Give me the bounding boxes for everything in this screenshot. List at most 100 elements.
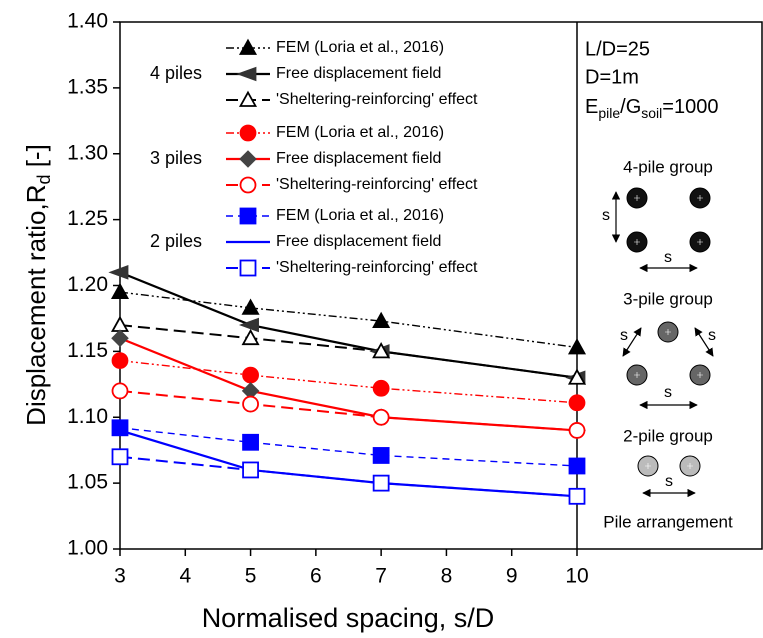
x-tick-label: 9 (506, 565, 518, 588)
marker (111, 419, 129, 437)
y-axis-label: Displacement ratio,Rd [-] (21, 144, 54, 426)
x-tick-label: 7 (375, 565, 387, 588)
series-line (119, 337, 578, 432)
marker (372, 474, 390, 492)
y-axis-label-sub: d (34, 175, 54, 185)
y-tick-label: 1.00 (67, 537, 108, 560)
y-axis-label-unit: [-] (21, 144, 51, 174)
marker (567, 338, 587, 355)
spacing-label: s (665, 473, 673, 490)
panel-text: L/D=25 (585, 38, 650, 60)
legend-label: FEM (Loria et al., 2016) (276, 124, 444, 141)
legend-label: FEM (Loria et al., 2016) (276, 39, 444, 56)
marker (568, 487, 586, 505)
series-line (119, 427, 578, 467)
marker (108, 265, 129, 280)
x-tick-label: 10 (565, 565, 588, 588)
legend-marker (239, 259, 257, 277)
x-tick-label: 3 (114, 565, 126, 588)
series-line (119, 291, 578, 349)
pile-center (634, 372, 640, 378)
spacing-arrow (694, 327, 714, 357)
panel-caption: Pile arrangement (603, 512, 733, 531)
marker (242, 366, 259, 384)
series-line (119, 359, 578, 404)
y-tick-label: 1.25 (67, 207, 108, 230)
marker (372, 447, 390, 464)
modulus-part: /G (620, 96, 641, 118)
marker (111, 352, 129, 369)
marker (241, 328, 260, 346)
marker (567, 368, 587, 385)
pile-center (665, 329, 671, 335)
y-tick-label: 1.05 (67, 471, 108, 494)
spacing-label: s (620, 327, 628, 344)
marker (372, 379, 390, 397)
marker (238, 317, 259, 333)
marker (568, 457, 586, 475)
marker (241, 298, 260, 315)
modulus-part: E (585, 96, 598, 118)
y-tick-label: 1.15 (67, 339, 108, 362)
marker (110, 282, 130, 299)
panel-modulus: Epile/Gsoil=1000 (585, 96, 718, 120)
marker (111, 382, 129, 400)
pile-center (687, 463, 693, 469)
legend-marker (238, 90, 258, 107)
x-tick-label: 5 (245, 565, 257, 588)
y-tick-label: 1.35 (67, 75, 108, 98)
x-tick-label: 4 (179, 565, 191, 588)
spacing-label: s (664, 384, 672, 401)
modulus-sub: pile (598, 105, 620, 121)
marker (111, 329, 129, 347)
pile-center (645, 463, 651, 469)
marker (242, 461, 259, 479)
marker (242, 395, 259, 413)
marker (568, 394, 586, 412)
legend-label: 'Sheltering-reinforcing' effect (276, 259, 478, 276)
marker (111, 448, 129, 466)
series-line (119, 429, 578, 498)
legend-marker (239, 207, 257, 225)
legend-group-label: 2 piles (150, 231, 202, 251)
group-title: 3-pile group (623, 289, 713, 308)
series-line (119, 271, 578, 379)
marker (242, 433, 259, 451)
marker (568, 422, 586, 439)
spacing-label: s (664, 249, 672, 266)
series-line (119, 324, 578, 379)
pile-center (697, 239, 703, 245)
y-axis-label-main: Displacement ratio,R (21, 185, 51, 426)
x-axis-label: Normalised spacing, s/D (202, 603, 495, 633)
legend-marker (236, 66, 257, 82)
marker (372, 408, 390, 426)
pile-center (697, 195, 703, 201)
series-line (119, 389, 578, 432)
legend-group-label: 3 piles (150, 148, 202, 168)
legend-group-label: 4 piles (150, 63, 202, 83)
panel-text: D=1m (585, 66, 639, 88)
spacing-label: s (708, 327, 716, 344)
y-tick-label: 1.30 (67, 141, 108, 164)
modulus-part: =1000 (662, 96, 718, 118)
modulus-sub: soil (641, 105, 662, 121)
group-title: 2-pile group (623, 426, 713, 445)
marker (372, 311, 391, 328)
legend-label: Free displacement field (276, 150, 441, 167)
legend-marker (238, 38, 258, 55)
pile-center (697, 372, 703, 378)
legend-label: Free displacement field (276, 65, 441, 82)
legend-label: 'Sheltering-reinforcing' effect (276, 91, 478, 108)
legend-marker (239, 124, 257, 142)
legend-marker (239, 150, 257, 168)
legend-label: FEM (Loria et al., 2016) (276, 207, 444, 224)
group-title: 4-pile group (623, 157, 713, 176)
spacing-arrow (622, 327, 642, 357)
x-tick-label: 6 (310, 565, 322, 588)
legend-label: Free displacement field (276, 233, 441, 250)
x-tick-label: 8 (441, 565, 453, 588)
marker (110, 315, 130, 332)
legend-marker (239, 176, 257, 194)
y-tick-label: 1.20 (67, 273, 108, 296)
